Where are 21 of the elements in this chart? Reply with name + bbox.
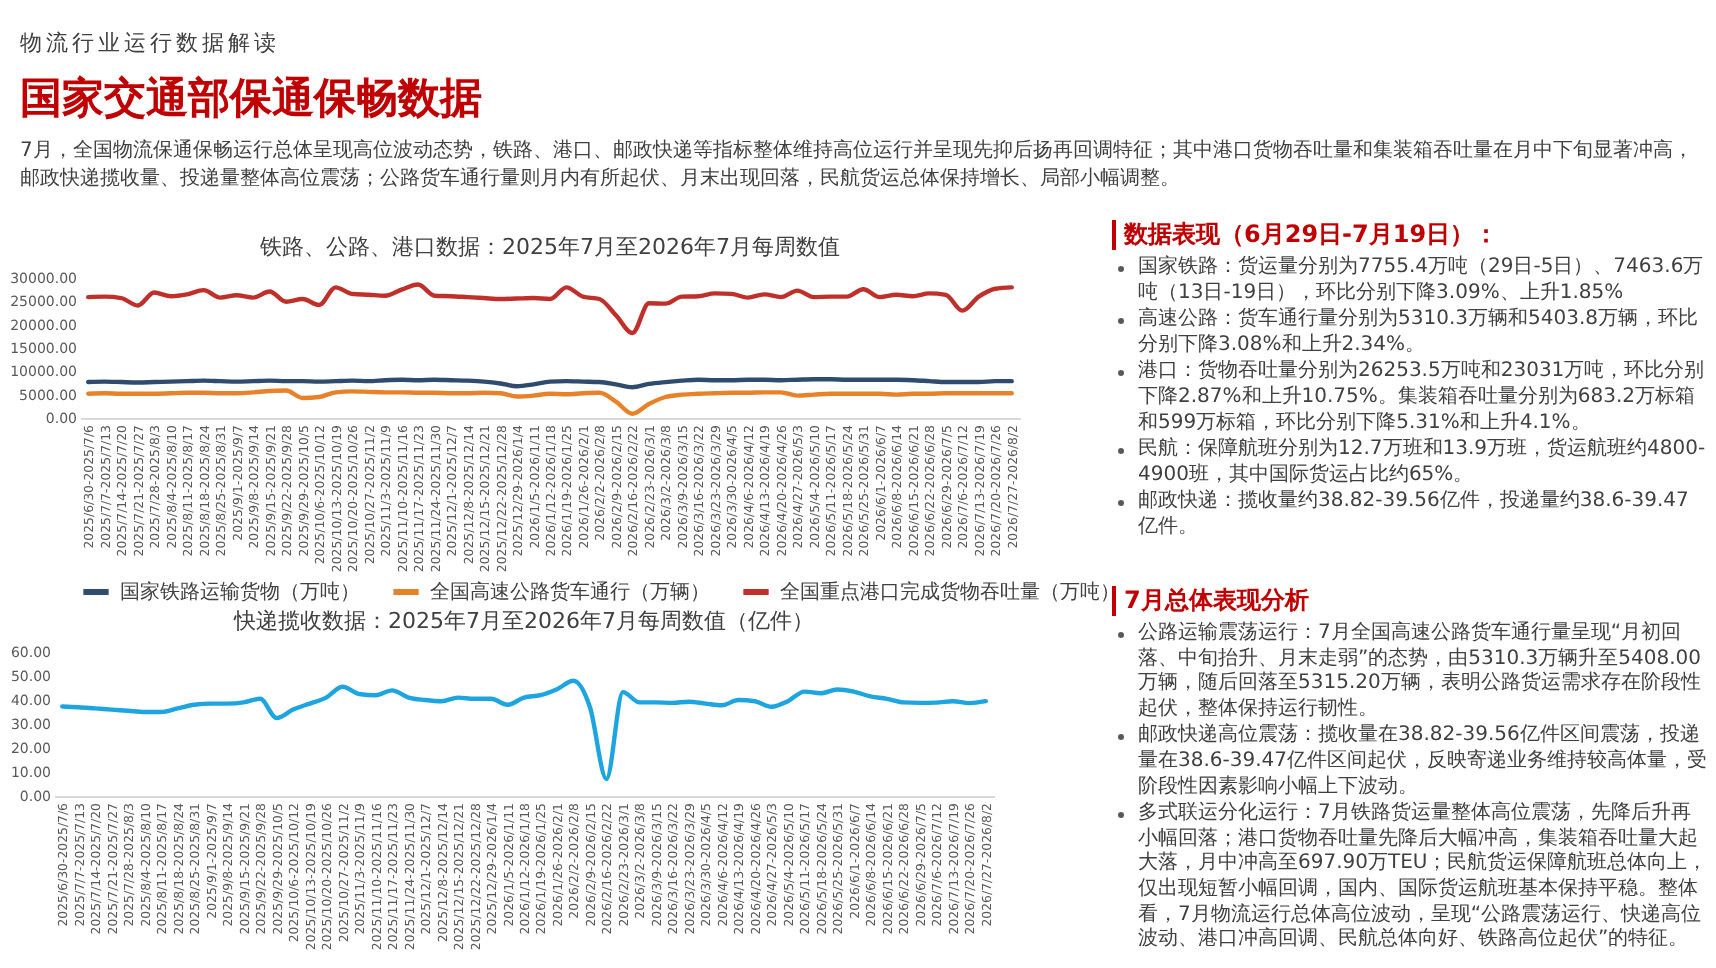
text: 国家铁路：货运量分别为7755.4万吨（29日-5日）、7463.6万吨（13日-19日），环比分别下降3.09%、上升1.85% xyxy=(1136,256,1706,307)
text: 高速公路：货车通行量分别为5310.3万辆和5403.8万辆，环比分别下降3.08%和上升2.34%。 xyxy=(1136,308,1700,359)
line-series xyxy=(86,282,1014,336)
legend-label: 全国高速公路货车通行（万辆） xyxy=(430,580,710,604)
text: 7月总体表现分析 xyxy=(1124,586,1309,614)
text: 邮政快递高位震荡：揽收量在38.82-39.56亿件区间震荡，投递量在38.6-39.47亿件区间起伏，反映寄递业务维持较高体量，受阶段性因素影响小幅上下波动。 xyxy=(1136,724,1708,801)
legend-label: 全国重点港口完成货物吞吐量（万吨） xyxy=(780,580,1120,604)
text: 7月，全国物流保通保畅运行总体呈现高位波动态势，铁路、港口、邮政快递等指标整体维持高位运行并呈现先抑后扬再回调特征；其中港口货物吞吐量和集装箱吞吐量在月中下旬显著冲高，邮政快递揽收量、投递量整体高位震荡；公路货车通行量则月内有所起伏、月末出现回落，民航货运总体保持增长、局部小幅调整。 xyxy=(20,138,1695,194)
text: 港口：货物吞吐量分别为26253.5万吨和23031万吨，环比分别下降2.87%和上升10.75%。集装箱吞吐量分别为683.2万标箱和599万标箱，环比分别下降5.31%和上升4.1%。 xyxy=(1136,360,1707,437)
text: 物流行业运行数据解读 xyxy=(20,28,282,58)
text: 邮政快递：揽收量约38.82-39.56亿件，投递量约38.6-39.47亿件。 xyxy=(1136,490,1691,542)
chart-title: 铁路、公路、港口数据：2025年7月至2026年7月每周数值 xyxy=(258,234,840,260)
legend-label: 国家铁路运输货物（万吨） xyxy=(120,580,360,604)
text: 公路运输震荡运行：7月全国高速公路货车通行量呈现“月初回落、中旬抬升、月末走弱”的态势，由5310.3万辆升至5408.00万辆，随后回落至5315.20万辆，表明公路货运需求存在阶段性起伏，整体保持运行韧性。 xyxy=(1136,622,1704,723)
text: 多式联运分化运行：7月铁路货运量整体高位震荡，先降后升再小幅回落；港口货物吞吐量先降后大幅冲高，集装箱吞吐量大起大落，月中冲高至697.90万TEU；民航货运保障航班总体向上，仅出现短暂小幅回调，国内、国际货运航班基本保持平稳。整体看，7月物流运行总体高位波动，呈现“公路震荡运行、快递高位波动、港口冲高回调、民航总体向好、铁路高位起伏”的特征。 xyxy=(1136,802,1708,954)
text: 民航：保障航班分别为12.7万班和13.9万班，货运航班约4800-4900班，其中国际货运占比约65%。 xyxy=(1136,438,1708,489)
line-series xyxy=(86,388,1014,416)
line-series xyxy=(60,678,988,782)
chart-title: 快递揽收数据：2025年7月至2026年7月每周数值（亿件） xyxy=(232,608,814,634)
text: 国家交通部保通保畅数据 xyxy=(20,72,484,126)
text: 数据表现（6月29日-7月19日）： xyxy=(1112,220,1708,250)
